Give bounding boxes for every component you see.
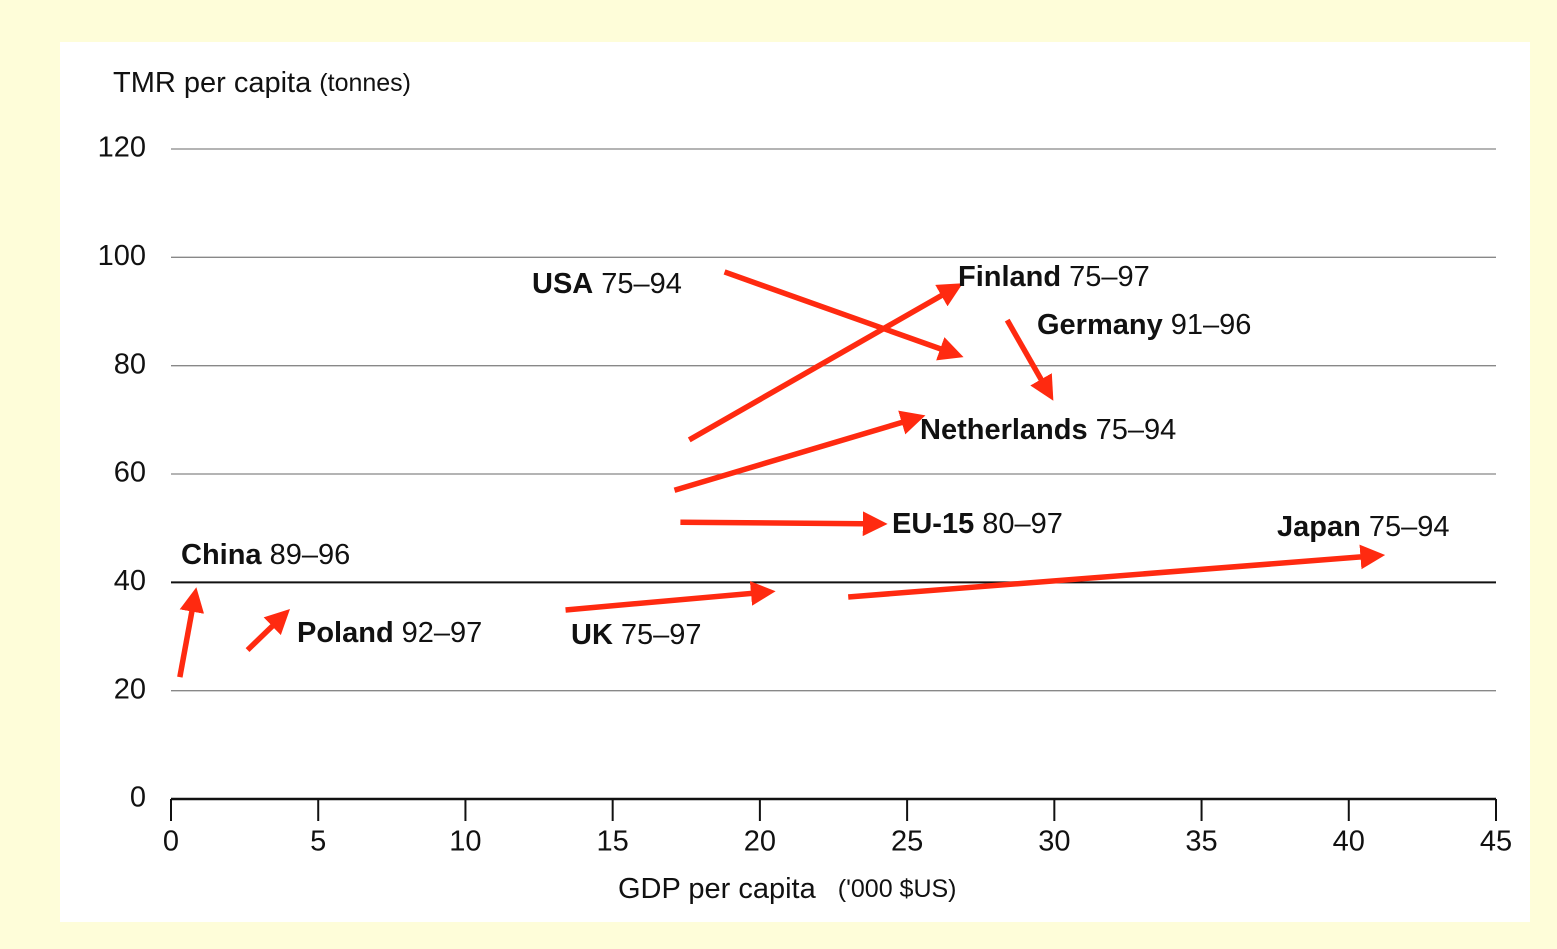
series-name: Germany (1037, 309, 1163, 341)
series-name: China (181, 539, 262, 571)
series-period: 91–96 (1171, 309, 1252, 341)
arrow-label: Poland 92–97 (297, 617, 482, 649)
arrow-label: Germany 91–96 (1037, 309, 1251, 341)
arrow (177, 587, 205, 678)
x-axis-label: GDP per capita ('000 $US) (618, 873, 957, 905)
x-tick-label: 40 (1333, 826, 1365, 858)
y-tick-label: 80 (114, 348, 146, 380)
arrow (673, 410, 926, 493)
arrow-label: Netherlands 75–94 (920, 414, 1176, 446)
series-period: 92–97 (402, 617, 483, 649)
arrow-label: China 89–96 (181, 539, 350, 571)
arrow (723, 269, 964, 361)
series-name: Japan (1277, 511, 1361, 543)
series-period: 75–94 (1369, 511, 1450, 543)
y-tick-label: 0 (130, 782, 146, 814)
x-tick-label: 35 (1185, 826, 1217, 858)
x-tick-label: 30 (1038, 826, 1070, 858)
arrow (1004, 318, 1054, 401)
arrow (680, 511, 888, 537)
series-name: Poland (297, 617, 394, 649)
arrow-label: UK 75–97 (571, 619, 702, 651)
y-axis-label: TMR per capita (tonnes) (113, 67, 411, 99)
series-period: 75–94 (601, 268, 682, 300)
arrow (848, 544, 1386, 600)
x-tick-label: 45 (1480, 826, 1512, 858)
series-name: UK (571, 619, 613, 651)
y-tick-label: 40 (114, 565, 146, 597)
x-tick-label: 25 (891, 826, 923, 858)
arrow (245, 609, 291, 653)
y-tick-label: 20 (114, 673, 146, 705)
x-tick-label: 10 (449, 826, 481, 858)
series-period: 80–97 (982, 508, 1063, 540)
arrow-label: EU-15 80–97 (892, 508, 1063, 540)
x-tick-label: 0 (163, 826, 179, 858)
arrow-label: Finland 75–97 (958, 261, 1150, 293)
y-tick-label: 60 (114, 457, 146, 489)
series-name: USA (532, 268, 593, 300)
y-tick-label: 120 (98, 132, 146, 164)
y-tick-label: 100 (98, 240, 146, 272)
x-tick-label: 20 (744, 826, 776, 858)
series-period: 75–97 (1069, 261, 1150, 293)
x-tick-label: 5 (310, 826, 326, 858)
arrow (687, 283, 963, 443)
arrow-label: Japan 75–94 (1277, 511, 1449, 543)
arrow (565, 581, 776, 613)
plot-panel (60, 42, 1530, 922)
series-period: 75–97 (621, 619, 702, 651)
series-period: 89–96 (270, 539, 351, 571)
series-name: EU-15 (892, 508, 974, 540)
arrow-label: USA 75–94 (532, 268, 682, 300)
series-name: Finland (958, 261, 1061, 293)
series-name: Netherlands (920, 414, 1088, 446)
series-period: 75–94 (1096, 414, 1177, 446)
x-tick-label: 15 (597, 826, 629, 858)
